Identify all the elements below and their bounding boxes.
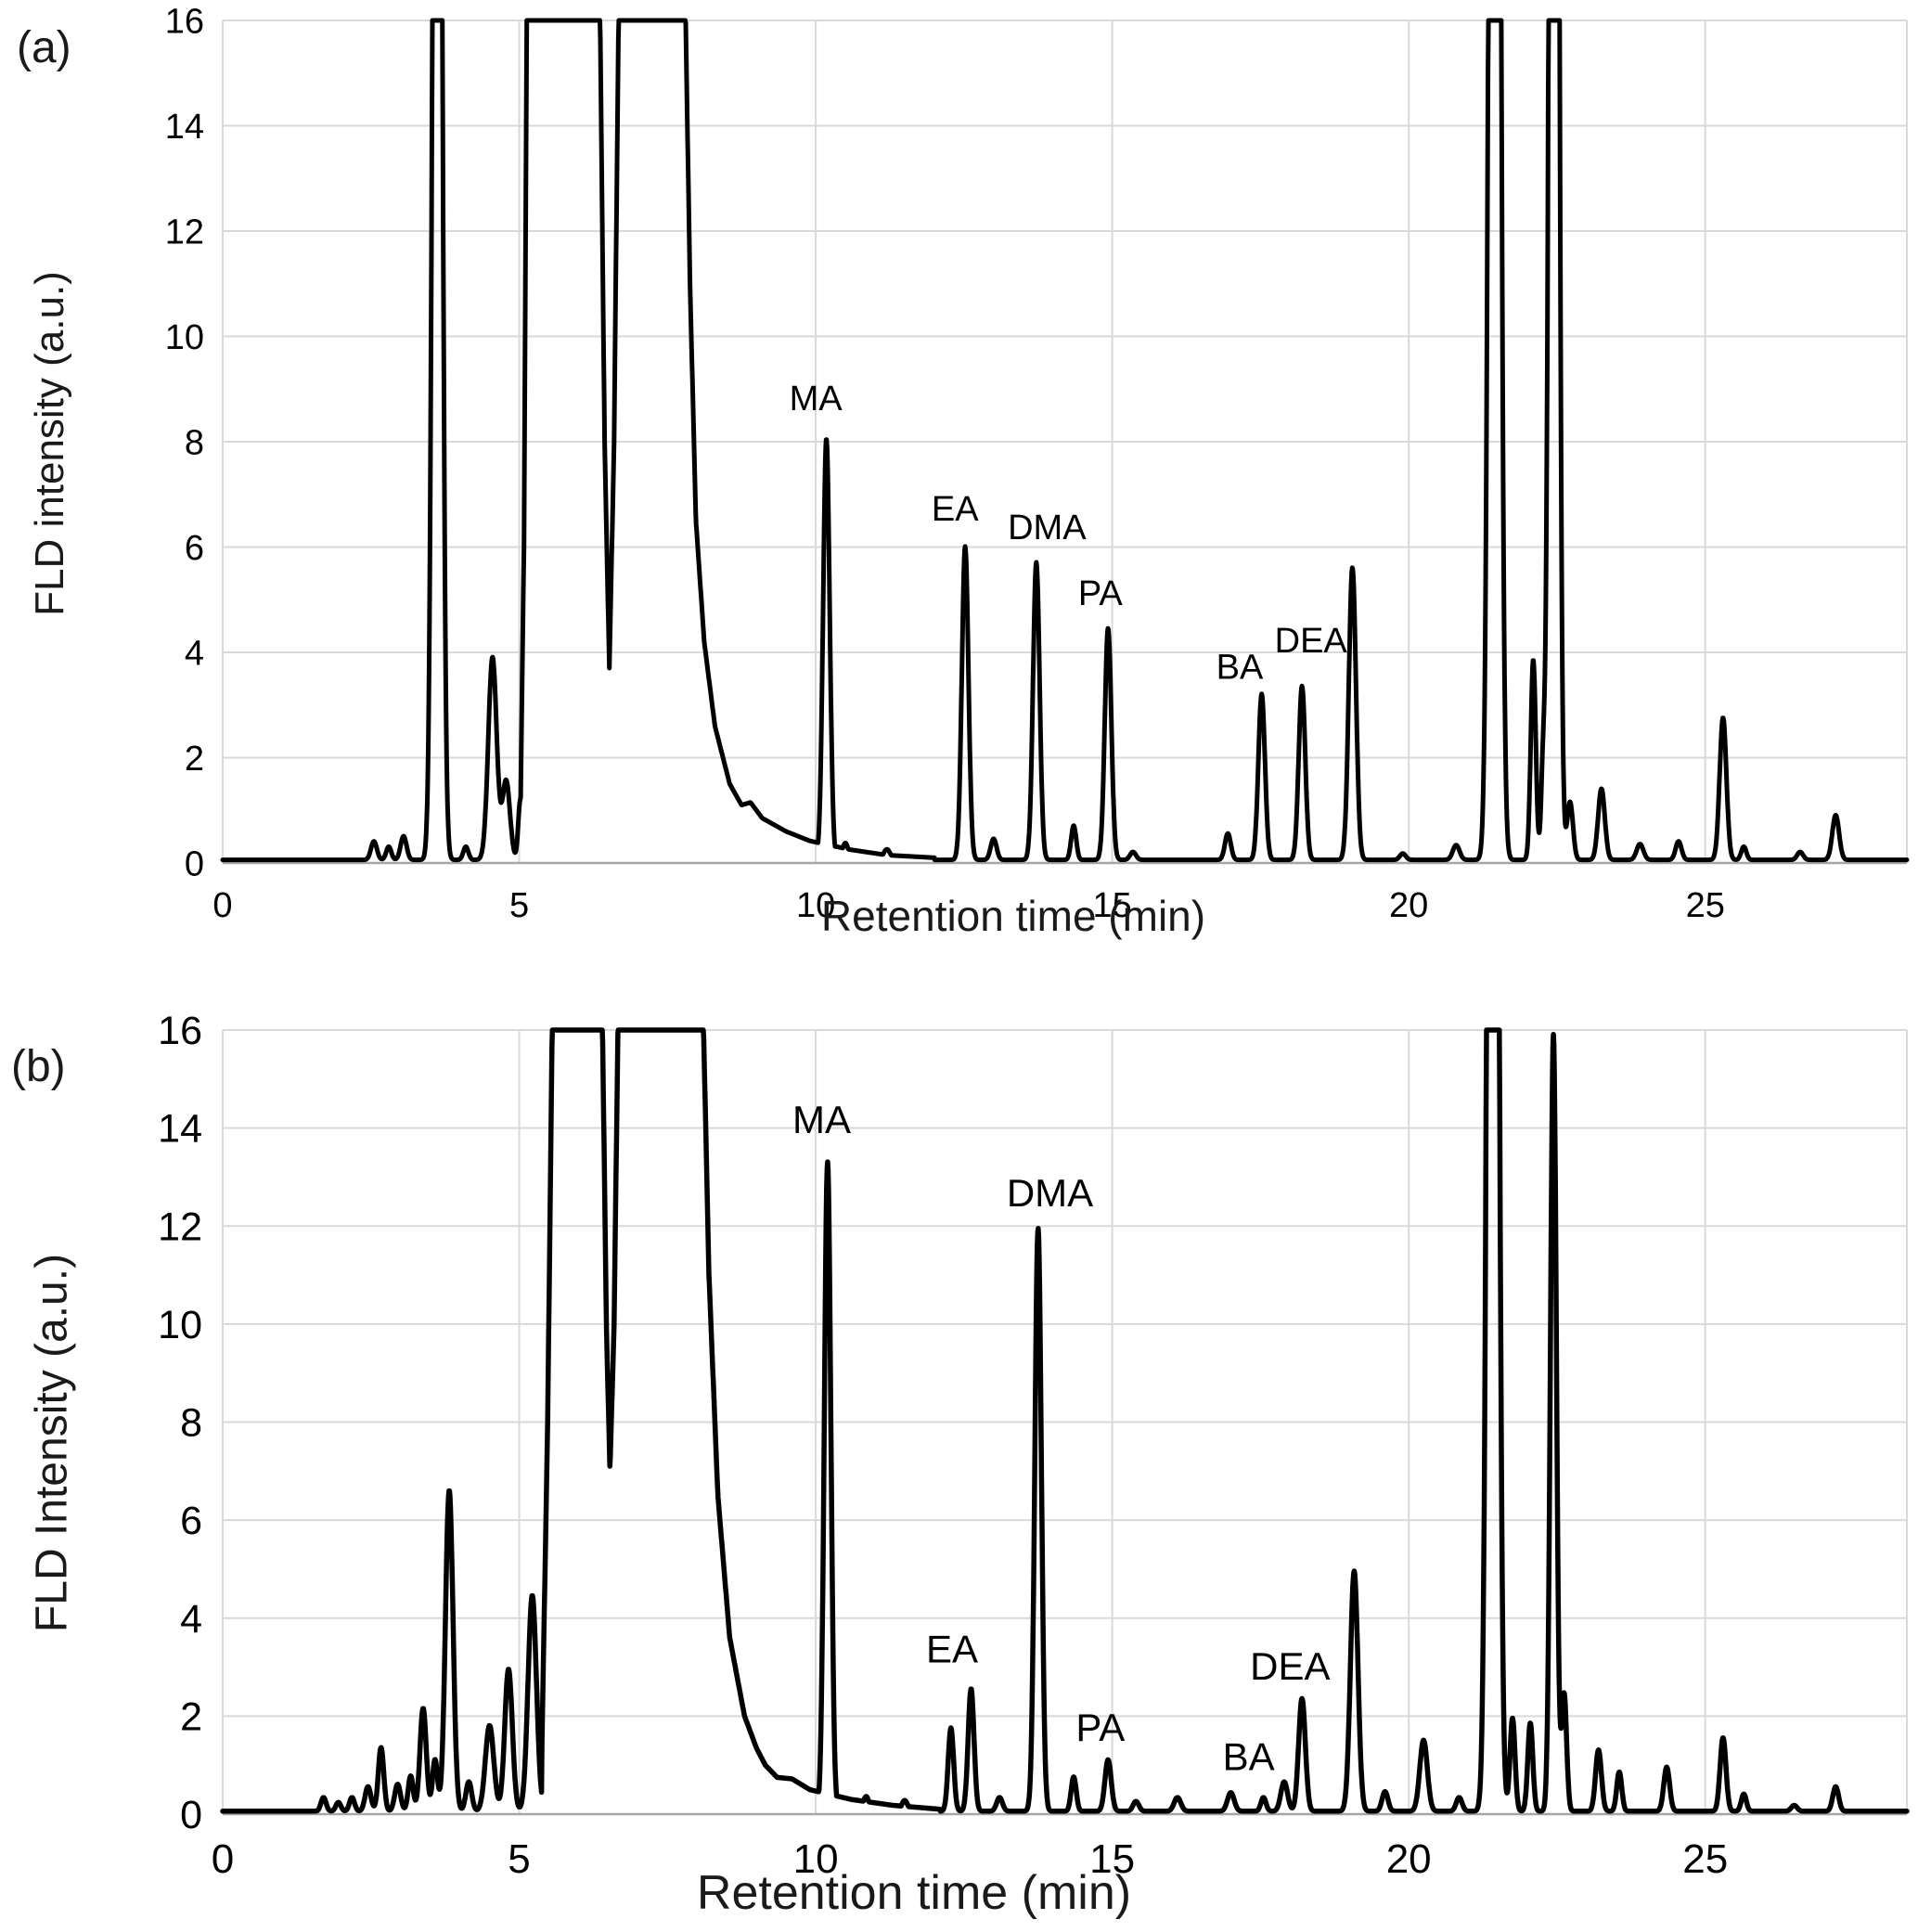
peak-label-dma: DMA: [1008, 509, 1087, 547]
y-tick-label: 16: [158, 1009, 202, 1053]
y-tick-label: 4: [180, 1597, 202, 1642]
peak-label-ba: BA: [1216, 648, 1264, 687]
peak-label-dea: DEA: [1250, 1644, 1330, 1688]
x-tick-label: 0: [212, 886, 232, 925]
peak-label-ba: BA: [1223, 1734, 1275, 1778]
peak-label-ea: EA: [932, 490, 979, 529]
peak-label-ma: MA: [790, 380, 843, 419]
y-tick-label: 10: [165, 318, 204, 357]
y-tick-label: 16: [165, 2, 204, 41]
x-tick-label: 25: [1682, 1836, 1728, 1882]
x-tick-label: 15: [1089, 1836, 1135, 1882]
y-tick-label: 2: [185, 740, 204, 779]
x-tick-label: 25: [1686, 886, 1725, 925]
x-tick-label: 5: [509, 886, 529, 925]
x-tick-label: 20: [1389, 886, 1428, 925]
x-tick-label: 0: [212, 1836, 234, 1882]
y-tick-label: 14: [158, 1107, 202, 1152]
y-tick-label: 0: [185, 844, 204, 883]
x-tick-label: 10: [793, 1836, 839, 1882]
y-tick-label: 12: [165, 213, 204, 251]
y-tick-label: 14: [165, 108, 204, 147]
y-tick-label: 2: [180, 1694, 202, 1739]
peak-label-ea: EA: [926, 1627, 978, 1670]
peak-label-ma: MA: [792, 1098, 851, 1141]
peak-label-dma: DMA: [1007, 1171, 1093, 1215]
peak-label-dea: DEA: [1275, 622, 1348, 661]
x-tick-label: 5: [508, 1836, 530, 1882]
chromatogram-b-plot: 0 2 4 6 8 10 12 14 16 0 5 10 15 20 25 MA DMA EA PA BA DEA: [158, 1009, 1910, 1882]
peak-label-pa: PA: [1075, 1706, 1125, 1749]
panel-a-x-axis-title: Retention time (min): [820, 892, 1206, 940]
y-tick-label: 8: [185, 423, 204, 462]
panel-b-x-axis-title: Retention time (min): [696, 1866, 1132, 1920]
chromatogram-a-plot: 0 2 4 6 8 10 12 14 16 0 5 10 15 20 25 MA EA DMA PA BA DEA: [165, 2, 1910, 925]
y-tick-label: 6: [185, 529, 204, 568]
y-tick-label: 0: [180, 1793, 202, 1837]
x-tick-label: 10: [796, 886, 835, 925]
peak-label-pa: PA: [1078, 574, 1124, 613]
chromatogram-trace: [220, 1027, 1910, 1814]
panel-a-tag: (a): [17, 23, 71, 72]
y-tick-label: 12: [158, 1204, 202, 1249]
y-tick-label: 10: [158, 1303, 202, 1347]
panel-b-tag: (b): [11, 1042, 66, 1091]
x-tick-label: 20: [1386, 1836, 1432, 1882]
y-tick-label: 8: [180, 1401, 202, 1446]
y-tick-label: 4: [185, 634, 204, 673]
y-tick-label: 6: [180, 1499, 202, 1543]
x-tick-label: 15: [1092, 886, 1131, 925]
chromatogram-trace: [220, 18, 1910, 863]
